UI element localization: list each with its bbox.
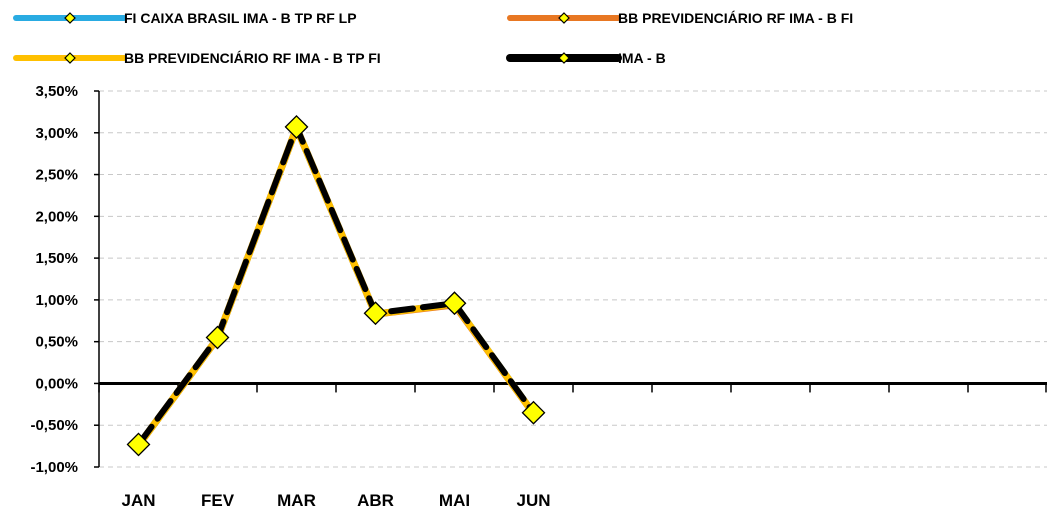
- data-point-marker: [126, 432, 151, 457]
- y-tick-label: 3,50%: [35, 83, 78, 100]
- y-tick-label: 1,00%: [35, 292, 78, 309]
- y-tick-label: 3,00%: [35, 125, 78, 142]
- x-tick-label: MAR: [277, 491, 316, 510]
- legend-marker-icon: [558, 12, 570, 24]
- legend-label: FI CAIXA BRASIL IMA - B TP RF LP: [124, 10, 357, 26]
- legend-label: BB PREVIDENCIÁRIO RF IMA - B TP FI: [124, 50, 381, 66]
- y-tick-label: -0,50%: [30, 417, 78, 434]
- data-point-marker: [205, 325, 230, 350]
- data-point-marker: [363, 301, 388, 326]
- legend-marker-icon: [64, 12, 76, 24]
- series-lines: [135, 123, 537, 449]
- y-tick-label: 0,50%: [35, 334, 78, 351]
- x-tick-label: ABR: [357, 491, 394, 510]
- series-markers: [126, 115, 546, 457]
- legend-marker-icon: [558, 52, 570, 64]
- gridlines: [99, 90, 1047, 468]
- x-axis-tick-labels: JAN FEV MAR ABR MAI JUN: [121, 491, 550, 510]
- y-tick-label: 2,50%: [35, 167, 78, 184]
- legend-label: BB PREVIDENCIÁRIO RF IMA - B FI: [618, 10, 853, 26]
- series-line: [135, 124, 537, 449]
- legend-marker-icon: [64, 52, 76, 64]
- y-tick-label: 0,00%: [35, 375, 78, 392]
- y-tick-label: -1,00%: [30, 459, 78, 476]
- x-tick-label: JUN: [516, 491, 550, 510]
- y-tick-label: 1,50%: [35, 250, 78, 267]
- legend-label: IMA - B: [618, 50, 666, 66]
- series-line: [135, 124, 537, 449]
- series-line: [135, 124, 537, 449]
- data-point-marker: [521, 400, 546, 425]
- y-axis-tick-labels: -1,00% -0,50% 0,00% 0,50% 1,00% 1,50% 2,00% 2,5…: [30, 83, 78, 476]
- x-tick-label: FEV: [201, 491, 235, 510]
- series-line: [135, 123, 537, 448]
- axes: [94, 90, 1047, 468]
- x-tick-label: MAI: [439, 491, 470, 510]
- data-point-marker: [442, 291, 467, 316]
- x-tick-label: JAN: [121, 491, 155, 510]
- chart-legend: FI CAIXA BRASIL IMA - B TP RF LP BB PREVI…: [13, 10, 853, 66]
- data-point-marker: [284, 115, 309, 139]
- y-tick-label: 2,00%: [35, 208, 78, 225]
